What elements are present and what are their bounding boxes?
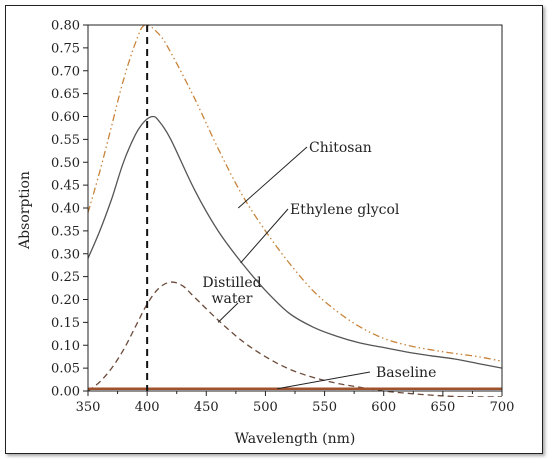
y-tick-label-0.00: 0.00 xyxy=(51,385,80,400)
annotation-line-chitosan-0: Chitosan xyxy=(309,140,372,156)
annotation-label-baseline: Baseline xyxy=(376,365,436,381)
y-tick-label-0.75: 0.75 xyxy=(51,41,80,56)
x-tick-label-500: 500 xyxy=(253,400,278,415)
annotation-line-baseline-0: Baseline xyxy=(376,365,436,381)
y-tick-label-0.70: 0.70 xyxy=(51,64,80,79)
annotation-line-distilled-water-1: water xyxy=(212,291,253,307)
x-axis-title: Wavelength (nm) xyxy=(235,431,356,447)
annotation-label-ethylene-glycol: Ethylene glycol xyxy=(290,202,400,218)
x-tick-label-350: 350 xyxy=(76,400,101,415)
figure-frame xyxy=(5,5,543,454)
series-line-chitosan xyxy=(88,24,502,362)
annotation-line-distilled-water-0: Distilled xyxy=(202,275,261,291)
y-tick-label-0.20: 0.20 xyxy=(51,293,80,308)
annotation-layer: Chitosan Ethylene glycol Distilled water Bas… xyxy=(202,140,436,390)
y-tick-label-0.10: 0.10 xyxy=(51,339,80,354)
annotation-label-chitosan: Chitosan xyxy=(309,140,372,156)
annotation-leader-distilled-water xyxy=(217,302,239,323)
x-tick-label-600: 600 xyxy=(371,400,396,415)
annotation-leader-chitosan xyxy=(237,146,308,209)
annotation-line-ethylene-glycol-0: Ethylene glycol xyxy=(290,202,400,218)
x-tick-label-450: 450 xyxy=(194,400,219,415)
y-tick-label-0.40: 0.40 xyxy=(51,202,80,217)
y-tick-label-0.45: 0.45 xyxy=(51,179,80,194)
y-tick-label-0.30: 0.30 xyxy=(51,247,80,262)
y-tick-label-0.05: 0.05 xyxy=(51,362,80,377)
y-tick-label-0.80: 0.80 xyxy=(51,19,80,34)
series-layer xyxy=(88,24,502,397)
y-tick-label-0.35: 0.35 xyxy=(51,224,80,239)
annotation-label-distilled-water: Distilled water xyxy=(202,275,261,307)
annotation-leader-baseline xyxy=(277,371,371,390)
annotation-leader-ethylene-glycol xyxy=(240,208,289,264)
y-tick-label-0.15: 0.15 xyxy=(51,316,80,331)
x-tick-label-650: 650 xyxy=(430,400,455,415)
x-tick-label-550: 550 xyxy=(312,400,337,415)
y-tick-label-0.60: 0.60 xyxy=(51,110,80,125)
x-tick-label-400: 400 xyxy=(135,400,160,415)
y-tick-label-0.55: 0.55 xyxy=(51,133,80,148)
series-line-ethylene-glycol xyxy=(88,115,502,369)
series-line-distilled-water xyxy=(88,281,502,397)
y-tick-label-0.65: 0.65 xyxy=(51,87,80,102)
y-tick-label-0.25: 0.25 xyxy=(51,270,80,285)
y-tick-label-0.50: 0.50 xyxy=(51,156,80,171)
y-axis-title: Absorption xyxy=(17,171,33,250)
x-tick-label-700: 700 xyxy=(490,400,515,415)
axes-layer: 350 400 450 500 550 600 650 700 0.00 0.05 0.10 0.15… xyxy=(51,19,514,416)
